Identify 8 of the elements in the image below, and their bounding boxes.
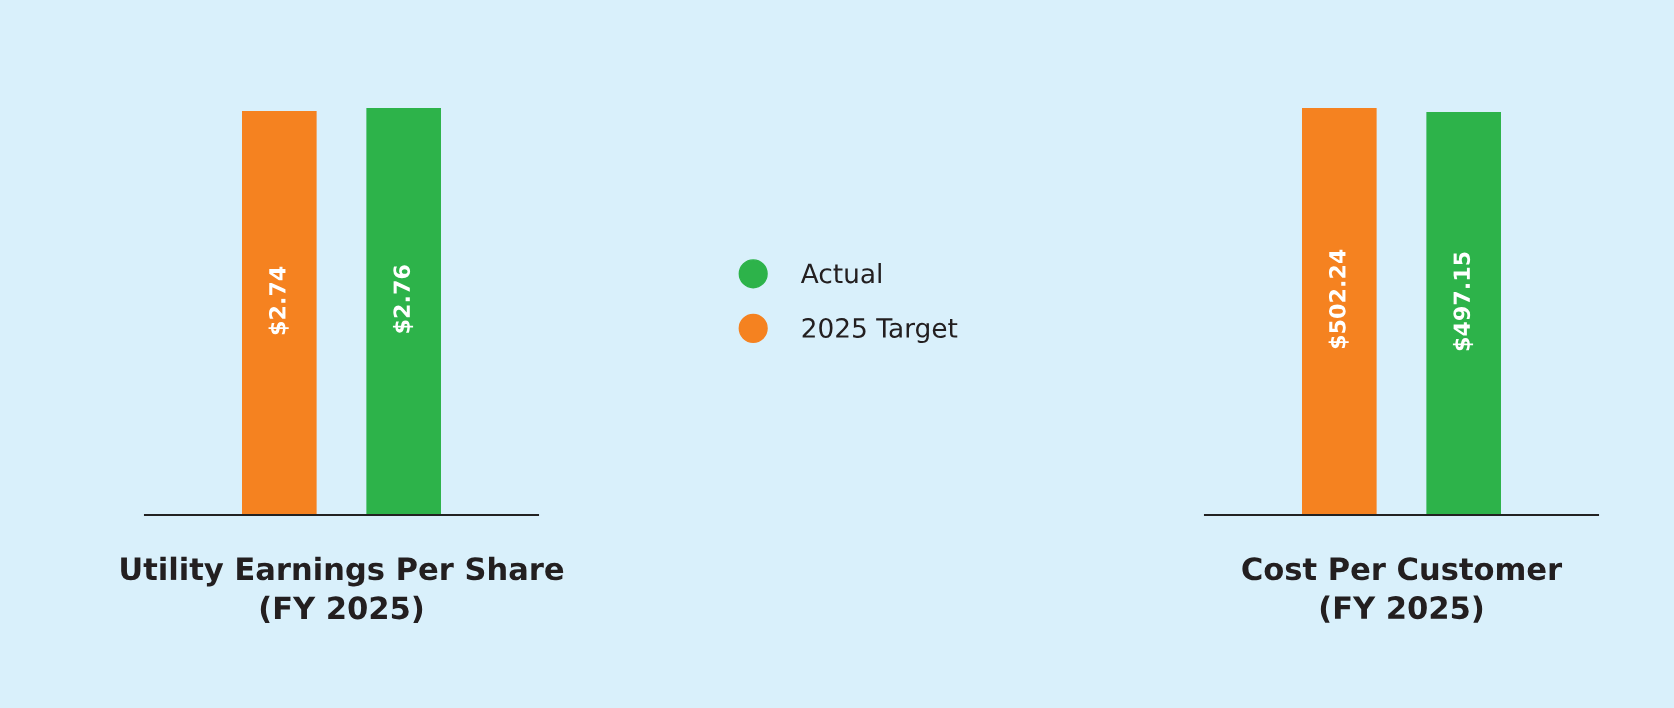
legend-label: 2025 Target <box>802 318 958 344</box>
data-label: $497.15 <box>1452 252 1474 351</box>
x-axis-title: Cost Per Customer (FY 2025) <box>1242 557 1563 623</box>
data-label: $2.74 <box>268 266 289 335</box>
data-label: $2.76 <box>392 265 414 333</box>
data-label: $502.24 <box>1328 249 1349 349</box>
legend-label: Actual <box>800 262 881 284</box>
x-axis-title: Utility Earnings Per Share (FY 2025) <box>121 556 564 624</box>
